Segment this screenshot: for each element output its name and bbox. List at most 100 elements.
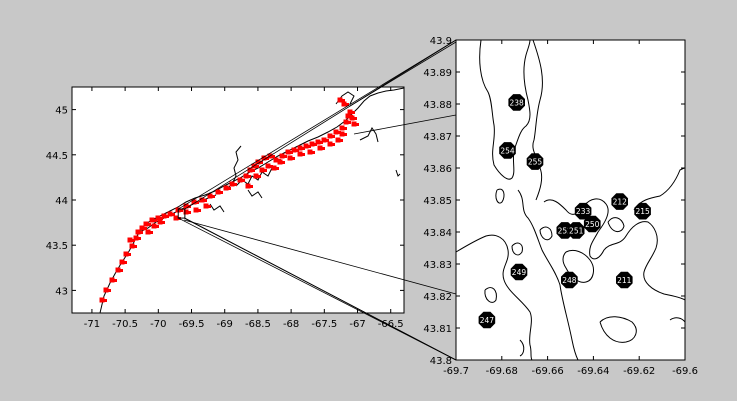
sample-point: [167, 211, 173, 217]
sample-point: [255, 159, 261, 165]
zoom-map-x-tick-label: -69.64: [577, 366, 609, 377]
zoom-map-y-tick-label: 43.87: [423, 132, 452, 143]
overview-map-axes: -71 -70.5 -70 -69.5 -69 -68.5 -68 -67.5 -67 -66.5…: [46, 86, 405, 330]
station-marker: 250: [583, 215, 601, 233]
overview-map-x-tick-label: -71: [84, 319, 100, 330]
sample-point: [165, 215, 169, 218]
sample-point: [215, 189, 221, 195]
overview-map-x-tick-label: -68: [283, 319, 299, 330]
sample-point: [187, 211, 191, 214]
sample-point: [325, 139, 329, 142]
sample-point: [259, 167, 265, 173]
station-label: 251: [569, 226, 584, 235]
zoom-map-coastline: [455, 39, 686, 361]
sample-point: [153, 219, 157, 222]
sample-point: [159, 217, 163, 220]
overview-map-x-tick-label: -67.5: [311, 319, 337, 330]
sample-point: [157, 219, 163, 225]
sample-point: [269, 165, 273, 168]
sample-point: [135, 229, 141, 235]
overview-map-y-tick-label: 45: [55, 106, 68, 117]
sample-point: [151, 223, 157, 229]
sample-point: [145, 229, 151, 235]
sample-point: [285, 149, 291, 155]
overview-map-plot-area: [71, 86, 405, 314]
station-marker-shape: [567, 222, 585, 239]
sample-point: [327, 133, 333, 139]
station-label: 212: [613, 198, 628, 207]
sample-point: [337, 131, 341, 134]
zoom-map-y-tick-label: 43.89: [423, 68, 452, 79]
station-marker-shape: [508, 94, 525, 111]
sample-point: [119, 259, 125, 265]
sample-point: [297, 151, 303, 157]
sample-point: [191, 199, 197, 205]
station-marker: 248: [561, 271, 578, 289]
sample-point: [343, 119, 349, 125]
sample-point: [119, 269, 123, 272]
sample-point: [353, 117, 357, 120]
sample-point: [183, 209, 189, 215]
sample-point: [161, 221, 165, 224]
sample-point: [133, 235, 139, 241]
sample-point: [303, 143, 309, 149]
station-label: 249: [512, 268, 527, 277]
sample-point: [203, 199, 207, 202]
sample-point: [171, 213, 175, 216]
station-marker-shape: [611, 193, 628, 210]
sample-point: [295, 149, 299, 152]
sample-point: [339, 139, 343, 142]
station-label: 254: [500, 146, 515, 155]
sample-point: [337, 97, 343, 103]
sample-point: [345, 103, 349, 106]
sample-point: [183, 203, 189, 209]
zoom-connector-lines: [178, 39, 457, 361]
sample-point: [281, 161, 285, 164]
connector-line: [183, 217, 457, 361]
station-marker: 211: [616, 271, 633, 289]
station-label: 255: [528, 158, 543, 167]
connector-line: [178, 217, 457, 361]
sample-point: [251, 169, 255, 172]
sample-point: [347, 109, 353, 115]
sample-point: [207, 205, 211, 208]
overview-map-x-tick-label: -70.5: [112, 319, 138, 330]
sample-point: [241, 179, 245, 182]
sample-point: [279, 153, 285, 159]
station-label: 233: [576, 207, 591, 216]
sample-point: [313, 143, 317, 146]
sample-point: [139, 231, 143, 234]
zoom-map-y-tick-label: 43.85: [423, 196, 452, 207]
sample-point: [143, 227, 147, 230]
station-marker-shape: [499, 142, 516, 159]
sample-point: [219, 191, 223, 194]
sample-point: [351, 121, 357, 127]
sample-point: [149, 231, 153, 234]
zoom-map-x-axis: -69.7 -69.68 -69.66 -69.64 -69.62 -69.6: [443, 40, 698, 377]
overview-map-y-tick-label: 44.5: [46, 151, 68, 162]
sample-point: [343, 133, 347, 136]
sample-point: [255, 165, 259, 168]
overview-map-x-axis: -71 -70.5 -70 -69.5 -69 -68.5 -68 -67.5 -67 -66.5: [84, 87, 404, 330]
station-label: 252: [558, 226, 573, 235]
sample-point: [229, 181, 235, 187]
sample-point: [127, 253, 131, 256]
station-label: 211: [617, 276, 632, 285]
sample-point: [155, 225, 159, 228]
sample-point: [351, 111, 355, 114]
station-marker: 247: [478, 311, 496, 329]
overview-map-x-tick-label: -69: [217, 319, 233, 330]
sample-point: [355, 123, 359, 126]
station-marker-shape: [634, 202, 651, 220]
overview-map-sample-points: [99, 97, 359, 303]
sample-point: [271, 155, 275, 158]
sample-point: [343, 127, 347, 130]
zoom-map-y-tick-label: 43.9: [430, 36, 452, 47]
sample-point: [327, 141, 333, 147]
station-label: 238: [510, 98, 525, 107]
sample-point: [309, 141, 315, 147]
sample-point: [211, 195, 215, 198]
sample-point: [131, 239, 135, 242]
